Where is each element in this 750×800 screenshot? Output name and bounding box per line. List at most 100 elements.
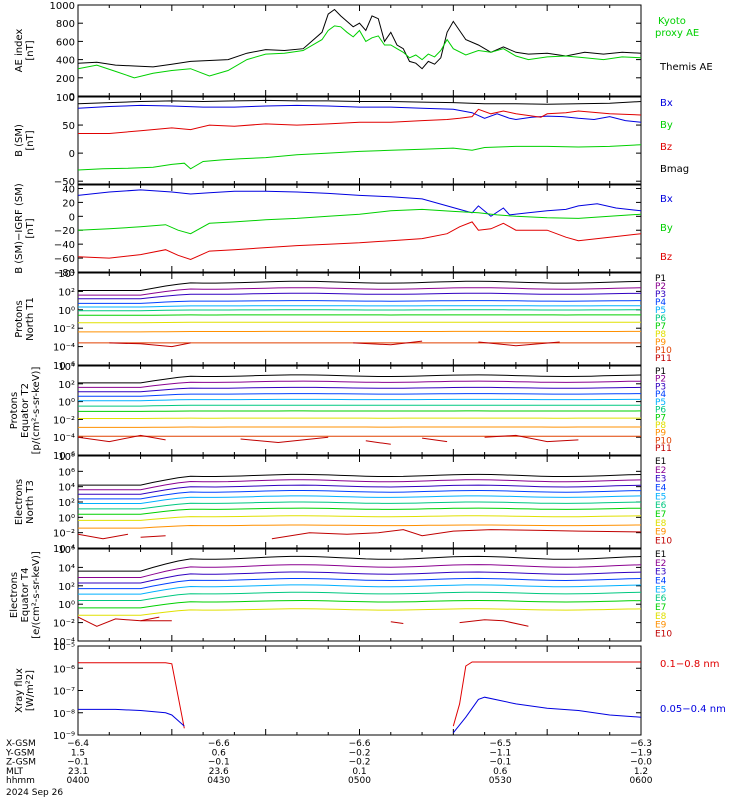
channel-label: P7 bbox=[655, 413, 666, 423]
y-axis-label: [nT] bbox=[25, 40, 36, 60]
legend-bsm: Bmag bbox=[660, 164, 689, 175]
series-line bbox=[78, 374, 641, 384]
ephemeris-value: 0.6 bbox=[212, 748, 227, 758]
ephemeris-value: −6.3 bbox=[630, 739, 652, 749]
panel-frame bbox=[77, 96, 642, 185]
y-tick-label: 10⁶ bbox=[58, 467, 75, 478]
series-group bbox=[78, 555, 641, 627]
y-tick-label: 600 bbox=[56, 37, 75, 48]
ephemeris-row-label: Y-GSM bbox=[5, 748, 34, 758]
series-line-fragment bbox=[390, 621, 404, 624]
series-line bbox=[78, 599, 641, 609]
y-tick-label: 10⁻² bbox=[53, 415, 75, 426]
y-axis-label: North T3 bbox=[25, 480, 36, 524]
y-tick-label: 10⁻⁸ bbox=[53, 709, 75, 720]
channel-label: E5 bbox=[655, 492, 666, 502]
channel-label: E8 bbox=[655, 612, 667, 622]
panel-frame bbox=[77, 4, 642, 97]
ephemeris-value: −0.1 bbox=[67, 758, 89, 768]
y-tick-label: 10⁶ bbox=[58, 545, 75, 556]
y-axis-label: Protons bbox=[14, 300, 25, 337]
y-axis-label: [e/(cm²-s-sr-keV)] bbox=[31, 551, 42, 639]
y-tick-label: 10⁻⁹ bbox=[53, 731, 75, 742]
channel-label: E7 bbox=[655, 510, 666, 520]
y-axis-label: [nT] bbox=[25, 218, 36, 238]
series-line-fragment bbox=[459, 619, 529, 627]
series-line-fragment bbox=[365, 440, 391, 445]
series-line-fragment bbox=[478, 341, 560, 347]
y-tick-label: 10² bbox=[58, 582, 75, 593]
panel-frame bbox=[77, 455, 642, 549]
series-line bbox=[78, 300, 641, 304]
series-line bbox=[78, 221, 641, 261]
series-line bbox=[78, 292, 641, 300]
series-line bbox=[78, 144, 641, 171]
y-tick-label: 400 bbox=[56, 56, 75, 67]
channel-label: P1 bbox=[655, 367, 666, 377]
series-line bbox=[78, 108, 641, 134]
ephemeris-value: 0530 bbox=[489, 776, 512, 786]
series-group bbox=[78, 661, 641, 734]
ephemeris-row-label: Z-GSM bbox=[6, 758, 36, 768]
series-line bbox=[78, 495, 641, 504]
y-axis-label: Xray flux bbox=[14, 668, 25, 713]
series-line bbox=[78, 380, 641, 388]
panel-ee: 10⁶ 10⁴ 10² 10⁰ 10⁻² 10⁻⁴ Electrons Equator T4[… bbox=[9, 545, 672, 648]
series-line bbox=[78, 386, 641, 393]
legend-themis: Themis AE bbox=[659, 62, 713, 73]
series-line bbox=[78, 305, 641, 308]
panel-bsm: −50 0 50 100 B (SM) [nT] bbox=[14, 93, 642, 188]
ephemeris-value: 0430 bbox=[207, 776, 230, 786]
channel-label: P11 bbox=[655, 444, 672, 454]
series-line bbox=[78, 479, 641, 491]
series-line bbox=[78, 309, 641, 312]
y-tick-label: 10⁸ bbox=[58, 452, 75, 463]
ephemeris-value: 23.1 bbox=[68, 767, 88, 777]
legend-bsm: Bz bbox=[660, 142, 672, 153]
channel-label: E1 bbox=[655, 550, 666, 560]
y-tick-label: 10⁻⁶ bbox=[53, 361, 75, 372]
legend-bsm: Bx bbox=[660, 98, 673, 109]
channel-label: P3 bbox=[655, 290, 666, 300]
date-label: 2024 Sep 26 bbox=[6, 788, 63, 798]
series-line bbox=[78, 577, 641, 590]
channel-label: P7 bbox=[655, 322, 666, 332]
series-line bbox=[78, 484, 641, 495]
channel-label: P5 bbox=[655, 398, 666, 408]
y-axis-label: North T1 bbox=[25, 297, 36, 341]
y-tick-label: −50 bbox=[54, 177, 75, 188]
channel-label: E5 bbox=[655, 585, 666, 595]
y-tick-label: 0 bbox=[69, 92, 75, 103]
y-tick-label: 10⁴ bbox=[58, 483, 75, 494]
y-tick-label: 40 bbox=[62, 184, 75, 195]
series-group bbox=[78, 189, 641, 261]
y-tick-label: 10⁻⁴ bbox=[53, 637, 75, 648]
channel-label: P9 bbox=[655, 429, 666, 439]
series-group bbox=[78, 280, 641, 348]
series-group bbox=[78, 99, 641, 171]
y-tick-label: 10⁰ bbox=[58, 513, 75, 524]
series-line bbox=[78, 104, 641, 123]
ephemeris-value: −0.0 bbox=[630, 758, 652, 768]
panel-bdiff: −80 −60 −40 −20 0 20 40 B (SM)−IGRF (SM) [nT] bbox=[14, 183, 642, 279]
channel-label: E6 bbox=[655, 594, 667, 604]
y-tick-label: 0 bbox=[69, 212, 75, 223]
y-tick-label: −40 bbox=[54, 240, 75, 251]
series-line bbox=[78, 398, 641, 402]
channel-label: P5 bbox=[655, 306, 666, 316]
series-line bbox=[78, 393, 641, 397]
panel-en: 10⁸ 10⁶ 10⁴ 10² 10⁰ 10⁻² 10⁻⁴ Electrons North T3… bbox=[14, 452, 672, 555]
ephemeris-row-label: hhmm bbox=[6, 776, 35, 786]
y-tick-label: 200 bbox=[56, 74, 75, 85]
channel-label: E10 bbox=[655, 630, 672, 640]
series-line bbox=[78, 662, 185, 729]
legend-kyoto: Kyoto bbox=[658, 16, 686, 27]
ephemeris-value: 1.2 bbox=[634, 767, 648, 777]
series-group bbox=[78, 374, 641, 445]
y-tick-label: 10⁻⁶ bbox=[53, 664, 75, 675]
series-line bbox=[78, 25, 641, 79]
series-line bbox=[78, 189, 641, 217]
panel-frame bbox=[77, 548, 642, 642]
y-tick-label: 10⁻⁷ bbox=[53, 687, 75, 698]
